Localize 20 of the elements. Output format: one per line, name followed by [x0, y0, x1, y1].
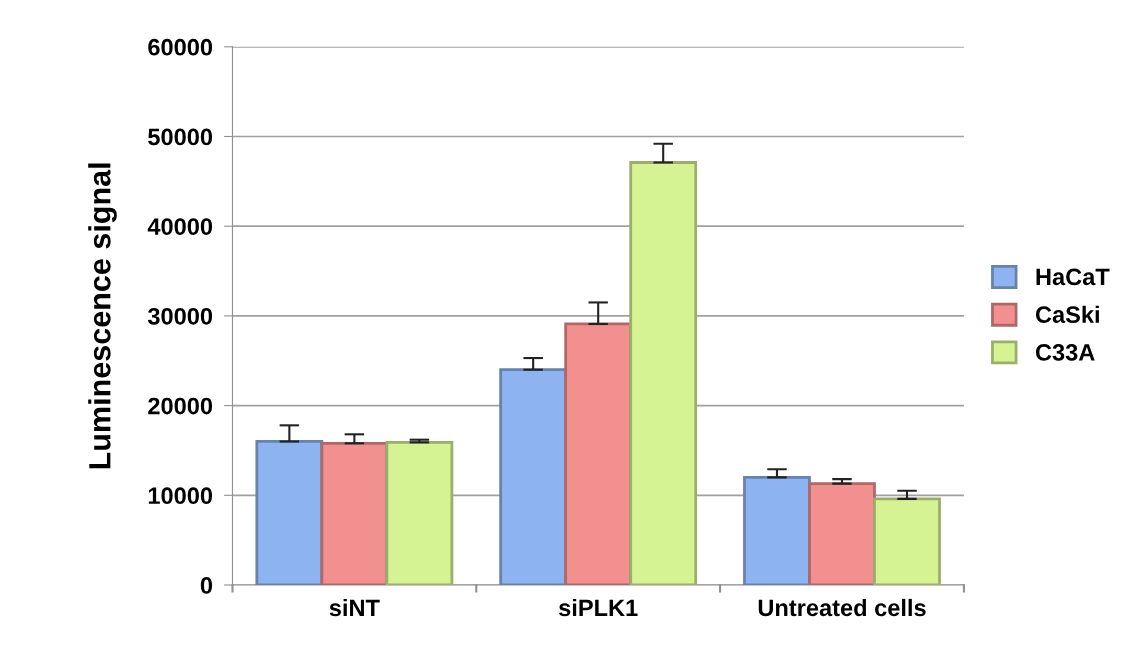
- y-tick-label: 10000: [148, 487, 213, 505]
- y-tick-label: 20000: [148, 397, 213, 415]
- y-tick-label: 30000: [147, 307, 213, 325]
- bar: [808, 482, 876, 585]
- bar: [385, 440, 454, 585]
- x-tick-label: siNT: [329, 598, 380, 617]
- legend-label: CaSki: [1035, 305, 1099, 324]
- legend-label: HaCaT: [1036, 268, 1110, 286]
- bar: [629, 161, 698, 585]
- y-tick-label: 40000: [147, 218, 213, 235]
- y-tick-label: 0: [200, 577, 213, 594]
- x-tick-label: siPLK1: [558, 598, 638, 617]
- bar: [873, 497, 941, 585]
- y-axis-title: Luminescence signal: [88, 163, 117, 469]
- y-tick-label: 60000: [148, 38, 213, 56]
- y-tick-label: 50000: [148, 128, 213, 146]
- x-tick-label: Untreated cells: [758, 598, 926, 617]
- bar: [255, 440, 324, 585]
- bar: [743, 475, 811, 585]
- legend-label: C33A: [1035, 344, 1095, 361]
